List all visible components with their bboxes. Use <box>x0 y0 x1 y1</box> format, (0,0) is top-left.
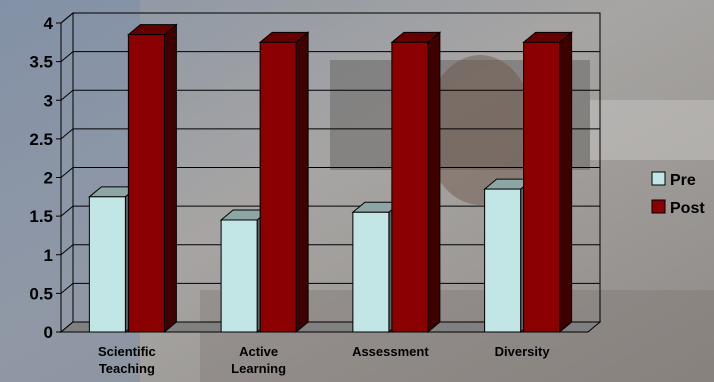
x-tick-label: Assessment <box>352 344 429 359</box>
y-tick-label: 1.5 <box>29 207 53 226</box>
y-tick-label: 4 <box>44 14 54 33</box>
x-axis-labels: Scientific Teaching Active Learning Assessme… <box>98 344 550 376</box>
gridline-side <box>60 167 74 178</box>
bar-front <box>220 219 258 333</box>
y-axis-ticks: 0 0.5 1 1.5 2 2.5 3 3.5 4 <box>29 14 53 342</box>
legend-swatch <box>651 199 666 214</box>
bar-side <box>163 23 177 334</box>
bar-side <box>559 31 573 334</box>
bars <box>87 23 574 334</box>
bar-post-3 <box>522 31 574 334</box>
y-tick-label: 1 <box>44 246 53 265</box>
legend: Pre Post <box>651 171 705 217</box>
y-tick-label: 2.5 <box>29 130 53 149</box>
legend-item-pre: Pre <box>651 171 696 189</box>
bar-front <box>484 188 522 333</box>
gridline-side <box>60 282 74 294</box>
gridline-side <box>60 12 74 24</box>
bar-post-0 <box>126 23 178 334</box>
x-tick-label: Teaching <box>99 361 155 376</box>
bar-front <box>88 196 126 333</box>
y-tick-label: 0 <box>44 323 53 342</box>
bar-front <box>523 41 561 333</box>
x-tick-label: Diversity <box>495 344 551 359</box>
bar-front <box>127 34 165 333</box>
y-tick-label: 2 <box>44 169 53 188</box>
legend-label: Post <box>670 200 705 217</box>
bar-side <box>295 31 309 334</box>
legend-swatch <box>651 171 666 186</box>
bar-side <box>427 31 441 334</box>
bar-front <box>391 41 429 333</box>
bar-post-2 <box>390 31 442 334</box>
bar-front <box>259 41 297 333</box>
legend-label: Pre <box>670 172 696 189</box>
gridline-side <box>60 51 74 63</box>
gridline-side <box>60 128 74 140</box>
x-tick-label: Active <box>239 344 278 359</box>
bar-front <box>352 211 390 333</box>
x-tick-label: Learning <box>231 361 286 376</box>
y-tick-label: 3.5 <box>29 53 53 72</box>
bar-post-1 <box>258 31 310 334</box>
gridline-side <box>60 205 74 217</box>
y-tick-label: 0.5 <box>29 284 53 303</box>
gridline-side <box>60 244 74 256</box>
gridline-side <box>60 89 74 101</box>
legend-item-post: Post <box>651 199 705 217</box>
x-tick-label: Scientific <box>98 344 156 359</box>
y-tick-label: 3 <box>44 91 53 110</box>
